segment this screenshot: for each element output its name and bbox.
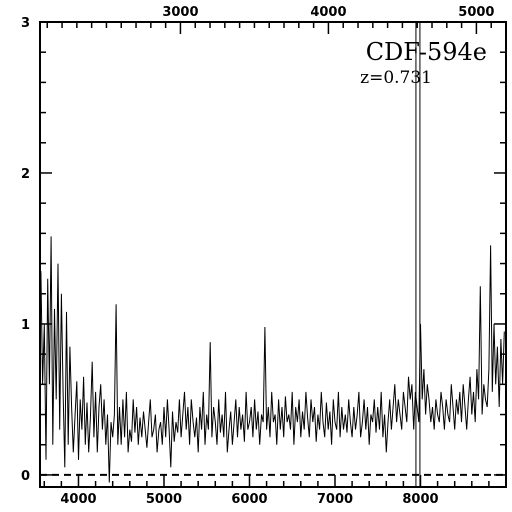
series-line — [40, 236, 505, 483]
redshift-annotation: z=0.731 — [360, 68, 432, 88]
tick-labels: 4000 5000 6000 7000 8000 3000 4000 5000 0 1 2 3 — [21, 5, 495, 507]
y-tick-label: 1 — [21, 318, 30, 333]
x-bottom-tick-label: 6000 — [231, 492, 267, 507]
x-top-tick-label: 4000 — [310, 5, 346, 20]
plot-frame — [39, 21, 507, 488]
object-name-annotation: CDF-594e — [366, 38, 487, 66]
x-bottom-tick-label: 7000 — [317, 492, 353, 507]
y-tick-label: 2 — [21, 167, 30, 182]
y-tick-label: 3 — [21, 16, 30, 31]
y-tick-label: 0 — [21, 469, 30, 484]
x-bottom-tick-label: 8000 — [402, 492, 438, 507]
x-bottom-tick-label: 4000 — [60, 492, 96, 507]
x-bottom-tick-label: 5000 — [146, 492, 182, 507]
x-top-tick-label: 5000 — [458, 5, 494, 20]
x-top-tick-label: 3000 — [162, 5, 198, 20]
